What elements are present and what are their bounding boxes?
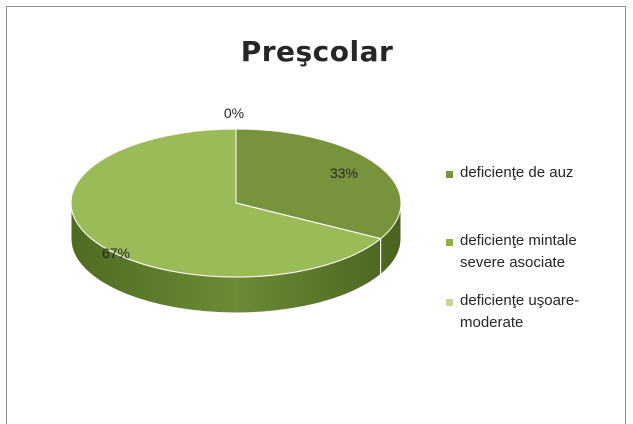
legend-label: deficienţe uşoare-moderate: [460, 292, 580, 331]
pie-slice: [70, 128, 382, 278]
legend-label: deficienţe de auz: [460, 164, 574, 181]
data-label: 0%: [224, 105, 244, 121]
legend-swatch: [446, 171, 453, 178]
pie-slice: [235, 128, 402, 240]
chart-title: Preşcolar: [240, 35, 394, 68]
data-label: 67%: [102, 245, 130, 261]
legend-swatch: [446, 239, 453, 246]
data-label: 33%: [330, 165, 358, 181]
legend-swatch: [446, 299, 453, 306]
legend-label: deficienţe mintale severe asociate: [460, 232, 577, 271]
